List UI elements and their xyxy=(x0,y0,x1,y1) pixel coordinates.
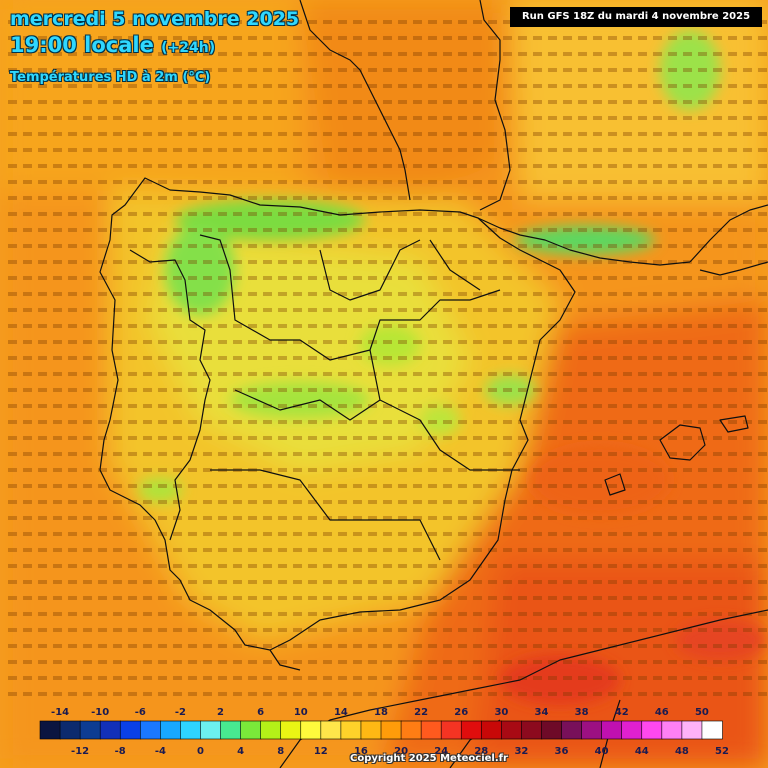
legend-swatch xyxy=(701,720,723,740)
legend-swatch xyxy=(79,720,101,740)
legend-swatch xyxy=(501,720,523,740)
legend-swatch xyxy=(280,720,302,740)
legend-swatch xyxy=(641,720,663,740)
legend-top-label: 14 xyxy=(334,707,348,718)
legend-bottom-label: 20 xyxy=(394,746,408,757)
legend-top-label: 50 xyxy=(695,707,709,718)
forecast-time: 19:00 locale (+24h) xyxy=(10,33,215,57)
legend-top-label: -6 xyxy=(135,707,146,718)
legend-top-label: 26 xyxy=(454,707,468,718)
iberia-coastline xyxy=(99,177,576,651)
forecast-time-label: 19:00 locale xyxy=(10,33,154,57)
legend-top-label: 6 xyxy=(257,707,264,718)
legend-swatch xyxy=(320,720,342,740)
legend-top-label: 34 xyxy=(535,707,549,718)
legend-bottom-label: 32 xyxy=(514,746,528,757)
legend-top-label: 2 xyxy=(217,707,224,718)
legend-swatch xyxy=(440,720,463,740)
legend-swatch xyxy=(581,720,603,740)
legend-swatch xyxy=(400,720,422,740)
legend-swatch xyxy=(621,720,643,740)
product-title: Températures HD à 2m (°C) xyxy=(10,70,211,85)
copyright-label: Copyright 2025 Meteociel.fr xyxy=(350,753,508,764)
legend-swatch xyxy=(59,720,81,740)
legend-bottom-label: -8 xyxy=(115,746,126,757)
portugal-border xyxy=(129,249,211,541)
legend-top-label: 30 xyxy=(494,707,508,718)
legend-bottom-label: -4 xyxy=(155,746,166,757)
legend-swatch xyxy=(601,720,623,740)
temperature-value-grid xyxy=(8,20,767,696)
legend-swatch xyxy=(420,720,442,740)
mallorca-island xyxy=(659,424,706,461)
legend-swatch xyxy=(240,720,262,740)
lead-time-label: (+24h) xyxy=(161,40,216,56)
legend-swatch xyxy=(260,720,282,740)
legend-bottom-label: 12 xyxy=(314,746,328,757)
legend-bottom-label: 8 xyxy=(277,746,284,757)
france-coastline xyxy=(299,0,411,201)
legend-swatch xyxy=(300,720,322,740)
menorca-island xyxy=(719,415,749,433)
legend-bottom-label: 16 xyxy=(354,746,368,757)
legend-top-label: 38 xyxy=(575,707,589,718)
legend-top-label: 22 xyxy=(414,707,428,718)
legend-swatch xyxy=(681,720,703,740)
legend-swatch xyxy=(360,720,382,740)
forecast-date: mercredi 5 novembre 2025 xyxy=(10,8,300,30)
run-info-badge: Run GFS 18Z du mardi 4 novembre 2025 xyxy=(510,7,762,27)
legend-swatch xyxy=(139,720,162,740)
legend-bottom-label: 36 xyxy=(555,746,569,757)
africa-coastline xyxy=(279,609,768,768)
legend-top-label: -2 xyxy=(175,707,186,718)
ibiza-island xyxy=(604,473,626,496)
legend-top-label: 46 xyxy=(655,707,669,718)
legend-swatch xyxy=(521,720,543,740)
legend-swatch xyxy=(39,720,61,740)
legend-swatch xyxy=(340,720,362,740)
legend-top-label: 42 xyxy=(615,707,629,718)
legend-bottom-label: 4 xyxy=(237,746,244,757)
legend-swatch xyxy=(480,720,503,740)
legend-bottom-label: 28 xyxy=(474,746,488,757)
legend-swatch xyxy=(200,720,222,740)
legend-swatch xyxy=(460,720,483,740)
legend-top-label: -14 xyxy=(51,707,69,718)
legend-swatch xyxy=(541,720,563,740)
france-border xyxy=(477,217,691,266)
legend-bottom-label: 0 xyxy=(197,746,204,757)
legend-swatch xyxy=(119,720,142,740)
legend-swatch xyxy=(220,720,242,740)
legend-bottom-label: 52 xyxy=(715,746,729,757)
legend-bottom-label: 24 xyxy=(434,746,448,757)
legend-bottom-label: 40 xyxy=(595,746,609,757)
legend-swatch xyxy=(380,720,402,740)
legend-bottom-label: 48 xyxy=(675,746,689,757)
legend-top-label: 18 xyxy=(374,707,388,718)
color-scale-legend: -14 -10 -6 -2 2 6 10 14 18 22 26 30 34 38 42 46 50-12 -8-… xyxy=(39,707,729,757)
legend-top-label: -10 xyxy=(91,707,109,718)
legend-swatch xyxy=(561,720,583,740)
legend-swatch xyxy=(99,720,122,740)
legend-swatch xyxy=(160,720,182,740)
legend-swatch xyxy=(180,720,202,740)
legend-top-label: 10 xyxy=(294,707,308,718)
legend-swatch xyxy=(661,720,683,740)
legend-bottom-label: 44 xyxy=(635,746,649,757)
legend-bottom-label: -12 xyxy=(71,746,89,757)
